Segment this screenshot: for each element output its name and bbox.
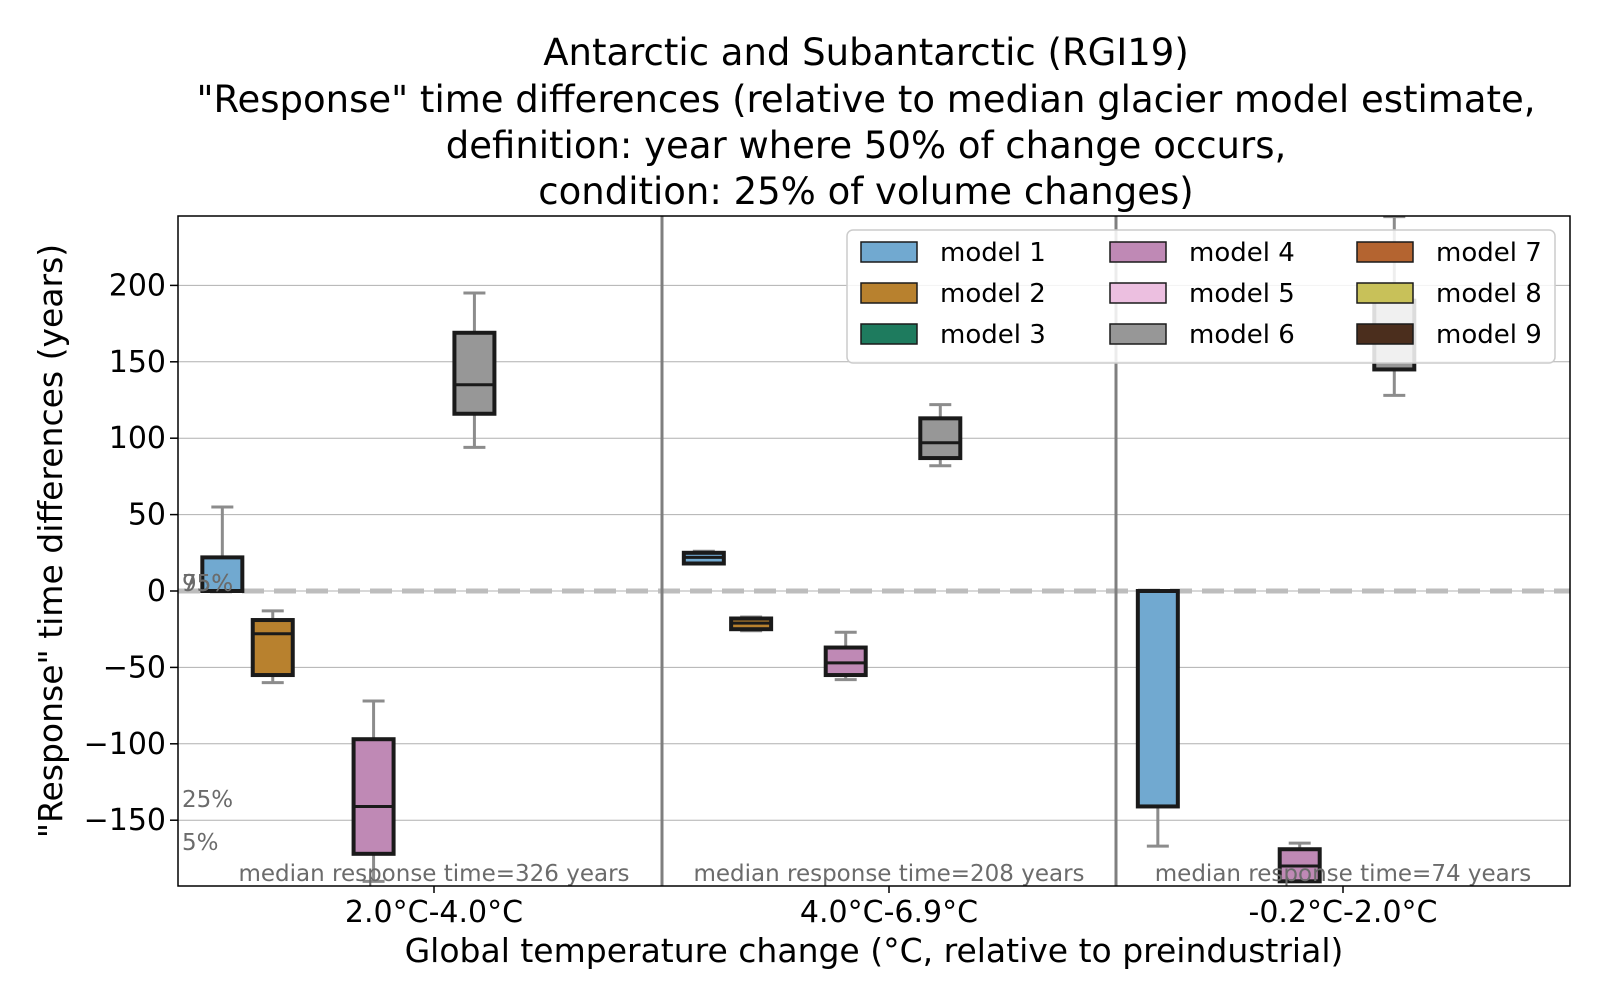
annotation-25pct: 25% (182, 787, 233, 813)
y-tick-label: 150 (109, 345, 166, 380)
median-note-panel-3: median response time=74 years (1155, 861, 1531, 887)
box-model-1-cat-2 (681, 549, 726, 566)
box-model-6-cat-2 (918, 403, 963, 468)
legend-swatch-model-5 (1109, 282, 1167, 304)
box-body (351, 737, 396, 856)
box-model-4-cat-2 (823, 630, 868, 682)
legend-label-model-5: model 5 (1189, 279, 1295, 309)
box-body (250, 618, 295, 678)
legend-swatch-model-1 (860, 241, 918, 263)
y-tick-label: −150 (84, 803, 166, 838)
y-axis-label: "Response" time differences (years) (31, 244, 70, 838)
legend: model 1 model 2 model 3 model 4 model 5 model… (846, 229, 1556, 364)
y-tick-label: −100 (84, 727, 166, 762)
legend-label-model-1: model 1 (940, 238, 1046, 268)
chart-title-line-2: "Response" time differences (relative to… (196, 78, 1535, 121)
legend-swatch-model-6 (1109, 323, 1167, 345)
legend-label-model-6: model 6 (1189, 320, 1295, 350)
legend-label-model-3: model 3 (940, 320, 1046, 350)
legend-swatch-model-4 (1109, 241, 1167, 263)
x-tick-label-3: -0.2°C-2.0°C (1249, 895, 1438, 930)
legend-label-model-9: model 9 (1436, 320, 1542, 350)
box-body (918, 416, 963, 461)
y-tick-label: 200 (109, 268, 166, 303)
legend-swatch-model-8 (1356, 282, 1414, 304)
legend-swatch-model-7 (1356, 241, 1414, 263)
legend-label-model-7: model 7 (1436, 238, 1542, 268)
annotation-95pct: 95% (182, 571, 233, 597)
chart-title-line-1: Antarctic and Subantarctic (RGI19) (543, 31, 1189, 74)
box-body (452, 330, 497, 416)
median-note-panel-2: median response time=208 years (693, 861, 1084, 887)
y-tick-layer: 200 150 100 50 0 −50 −100 −150 (84, 268, 178, 838)
annotation-75pct: 75% (182, 571, 233, 597)
box-body (823, 645, 868, 678)
box-model-2-cat-2 (729, 615, 774, 633)
axes-frame (177, 215, 1571, 887)
box-model-1-cat-1 (200, 505, 245, 593)
y-tick-label: −50 (103, 650, 166, 685)
legend-items: model 1 model 2 model 3 model 4 model 5 model… (860, 238, 1542, 350)
box-body (1135, 589, 1180, 809)
annotation-5pct: 5% (182, 830, 219, 856)
median-note-panel-1: median response time=326 years (238, 861, 629, 887)
box-model-6-cat-1 (452, 291, 497, 449)
x-tick-label-1: 2.0°C-4.0°C (345, 895, 523, 930)
legend-label-model-2: model 2 (940, 279, 1046, 309)
box-model-2-cat-1 (250, 609, 295, 685)
chart-title-line-4: condition: 25% of volume changes) (538, 170, 1193, 213)
legend-label-model-4: model 4 (1189, 238, 1295, 268)
box-model-1-cat-3 (1135, 589, 1180, 848)
box-model-4-cat-3 (1277, 841, 1322, 884)
legend-swatch-model-3 (860, 323, 918, 345)
x-tick-label-2: 4.0°C-6.9°C (800, 895, 978, 930)
box-model-4-cat-1 (351, 699, 396, 883)
x-axis-label: Global temperature change (°C, relative … (405, 931, 1344, 970)
legend-swatch-model-9 (1356, 323, 1414, 345)
legend-label-model-8: model 8 (1436, 279, 1542, 309)
y-tick-label: 50 (128, 498, 166, 533)
y-tick-label: 0 (147, 574, 166, 609)
y-tick-label: 100 (109, 421, 166, 456)
legend-swatch-model-2 (860, 282, 918, 304)
chart-title-line-3: definition: year where 50% of change occ… (446, 124, 1286, 167)
